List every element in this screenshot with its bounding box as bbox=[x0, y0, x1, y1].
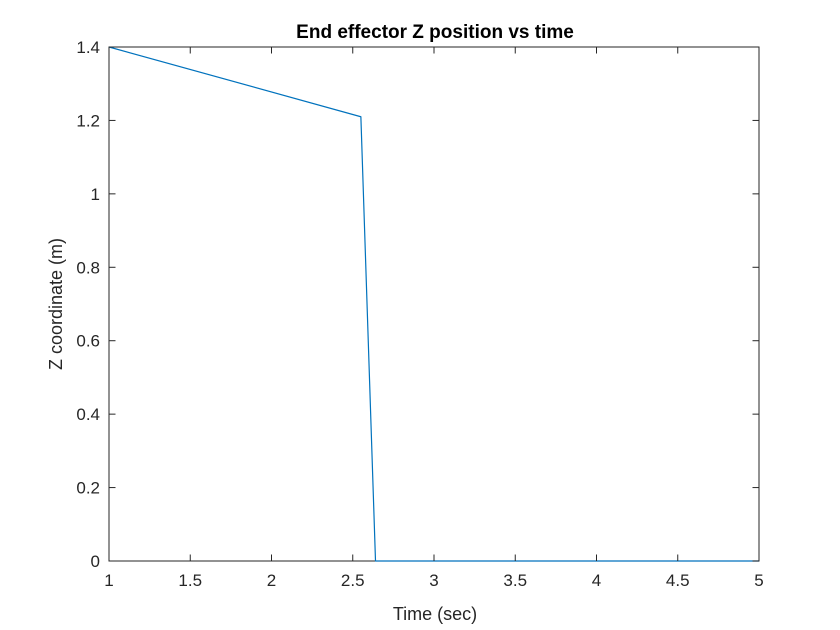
y-tick-label: 1.2 bbox=[76, 111, 100, 130]
y-tick-label: 0 bbox=[91, 552, 100, 571]
chart-title: End effector Z position vs time bbox=[296, 22, 574, 43]
x-tick-label: 1 bbox=[104, 571, 113, 590]
y-axis-label: Z coordinate (m) bbox=[46, 238, 66, 370]
ticks-layer: 1 1.5 2 2.5 3 3.5 4 4.5 5 0 0.2 0.4 0.6 0.8 1 1.2 1.4 bbox=[76, 38, 763, 590]
y-tick-label: 0.6 bbox=[76, 332, 100, 351]
x-tick-label: 4 bbox=[592, 571, 601, 590]
y-tick-label: 0.4 bbox=[76, 405, 100, 424]
x-tick-label: 2.5 bbox=[341, 571, 365, 590]
plot-area bbox=[108, 46, 760, 562]
series-layer bbox=[108, 46, 759, 562]
y-tick-label: 1.4 bbox=[76, 38, 100, 57]
x-tick-label: 3 bbox=[429, 571, 438, 590]
y-tick-label: 1 bbox=[91, 185, 100, 204]
y-tick-label: 0.8 bbox=[76, 258, 100, 277]
x-tick-label: 4.5 bbox=[666, 571, 690, 590]
x-tick-label: 2 bbox=[267, 571, 276, 590]
x-tick-label: 3.5 bbox=[503, 571, 527, 590]
x-tick-label: 5 bbox=[754, 571, 763, 590]
series-line bbox=[108, 46, 759, 562]
x-tick-label: 1.5 bbox=[178, 571, 202, 590]
y-tick-label: 0.2 bbox=[76, 479, 100, 498]
x-axis-label: Time (sec) bbox=[393, 604, 477, 624]
